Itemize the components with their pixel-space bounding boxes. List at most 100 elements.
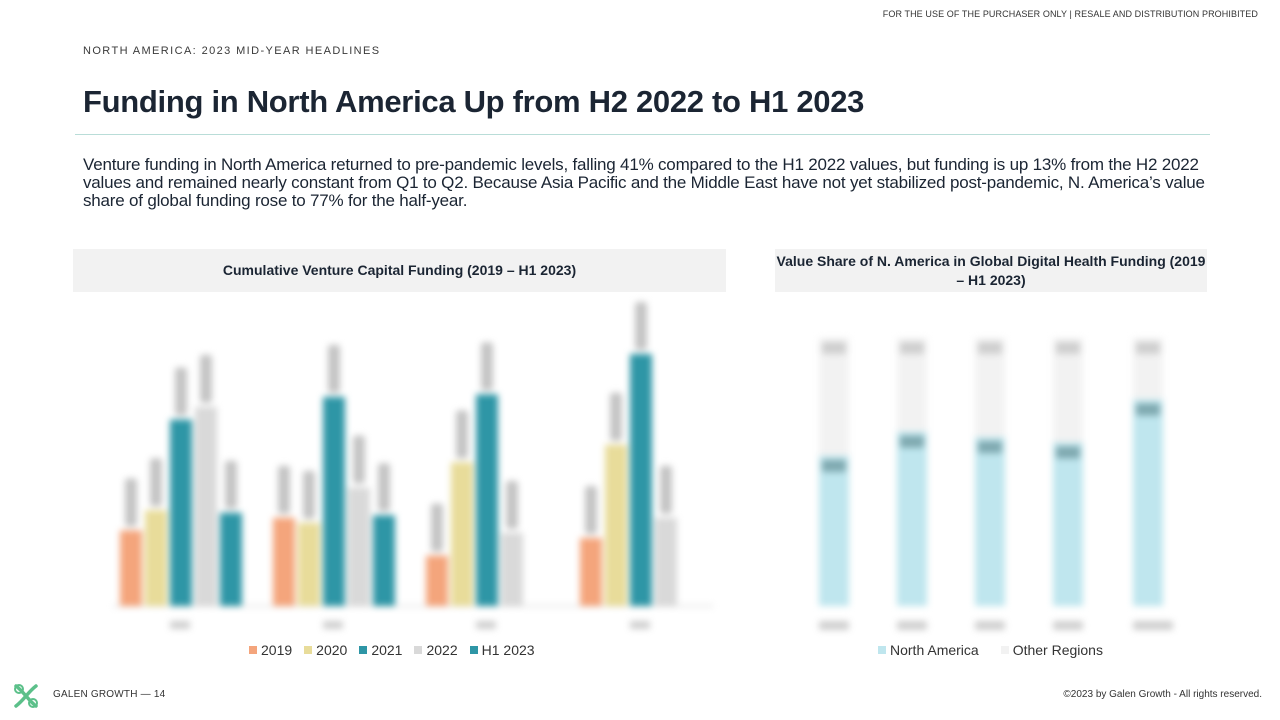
bar-other-regions-4 xyxy=(1053,338,1083,443)
legend-item-2020: 2020 xyxy=(304,642,347,658)
legend-swatch-2022 xyxy=(414,646,423,654)
legend-swatch-2020 xyxy=(304,646,313,654)
data-label-blurred xyxy=(660,465,672,514)
bar-other-regions-1 xyxy=(819,338,849,456)
legend-swatch-2021 xyxy=(359,646,368,654)
data-label-blurred xyxy=(278,465,290,514)
left-chart-legend: 2019 2020 2021 2022 H1 2023 xyxy=(249,642,547,658)
data-label-blurred xyxy=(610,392,622,441)
na-share-label-blurred xyxy=(978,441,1002,454)
bar-north-america-5 xyxy=(1133,399,1163,606)
legend-label-other-regions: Other Regions xyxy=(1012,642,1103,658)
x-tick-label-blurred xyxy=(975,621,1005,630)
bar-2020-group-2 xyxy=(298,522,320,606)
x-tick-label-blurred xyxy=(897,621,927,630)
data-label-blurred xyxy=(328,344,340,393)
footer-page-number: 14 xyxy=(153,689,166,700)
other-share-label-blurred xyxy=(978,342,1002,354)
na-share-label-blurred xyxy=(1136,403,1160,416)
cumulative-funding-chart xyxy=(113,302,713,629)
data-label-blurred xyxy=(431,503,443,552)
legend-label-h1-2023: H1 2023 xyxy=(481,642,535,658)
bar-2019-group-2 xyxy=(273,517,295,606)
intro-paragraph: Venture funding in North America returne… xyxy=(83,155,1205,210)
title-divider xyxy=(75,134,1210,135)
bar-h1-2023-group-1 xyxy=(220,512,242,606)
legend-item-2019: 2019 xyxy=(249,642,292,658)
x-tick-label-blurred xyxy=(476,621,496,629)
na-share-label-blurred xyxy=(900,435,924,448)
legend-swatch-north-america xyxy=(878,646,886,654)
other-share-label-blurred xyxy=(1136,342,1160,354)
data-label-blurred xyxy=(481,342,493,391)
legend-swatch-h1-2023 xyxy=(469,646,478,654)
bar-north-america-2 xyxy=(897,431,927,606)
legend-label-2022: 2022 xyxy=(426,642,458,658)
data-label-blurred xyxy=(200,354,212,403)
bar-2021-group-3 xyxy=(476,394,498,606)
left-chart-plot xyxy=(113,302,713,629)
x-tick-label-blurred xyxy=(630,621,650,629)
footer-copyright: ©2023 by Galen Growth - All rights reser… xyxy=(1063,689,1262,700)
data-label-blurred xyxy=(378,463,390,512)
value-share-chart xyxy=(819,338,1173,630)
legend-item-h1-2023: H1 2023 xyxy=(469,642,535,658)
legend-item-2022: 2022 xyxy=(414,642,458,658)
right-chart-header: Value Share of N. America in Global Digi… xyxy=(775,249,1207,292)
bar-2022-group-2 xyxy=(348,487,370,606)
legend-label-2021: 2021 xyxy=(371,642,403,658)
bar-2019-group-3 xyxy=(426,555,448,606)
legend-swatch-2019 xyxy=(249,646,257,654)
x-tick-label-blurred xyxy=(323,621,343,629)
data-label-blurred xyxy=(125,478,137,527)
bar-north-america-4 xyxy=(1053,442,1083,606)
right-chart-legend: North America Other Regions xyxy=(878,642,1125,658)
bar-2021-group-1 xyxy=(170,419,192,606)
x-tick-label-blurred xyxy=(819,621,849,630)
legend-label-2020: 2020 xyxy=(316,642,348,658)
data-label-blurred xyxy=(353,435,365,484)
legend-item-2021: 2021 xyxy=(359,642,402,658)
footer-dash: — xyxy=(140,689,151,700)
galen-growth-logo-icon xyxy=(14,684,38,708)
page-title: Funding in North America Up from H2 2022… xyxy=(83,84,865,119)
data-label-blurred xyxy=(175,367,187,416)
bar-2019-group-1 xyxy=(120,530,142,606)
data-label-blurred xyxy=(456,410,468,459)
other-share-label-blurred xyxy=(1056,342,1080,354)
bar-other-regions-3 xyxy=(975,338,1005,438)
data-label-blurred xyxy=(506,480,518,529)
bar-2022-group-3 xyxy=(501,532,523,606)
bar-2021-group-2 xyxy=(323,396,345,606)
bar-2022-group-1 xyxy=(195,406,217,606)
other-share-label-blurred xyxy=(822,342,846,354)
data-label-blurred xyxy=(303,470,315,519)
section-kicker: NORTH AMERICA: 2023 MID-YEAR HEADLINES xyxy=(83,45,381,57)
na-share-label-blurred xyxy=(822,459,846,472)
legend-item-other-regions: Other Regions xyxy=(1000,642,1103,658)
footer-brand-name: GALEN GROWTH xyxy=(53,689,138,700)
na-share-label-blurred xyxy=(1056,446,1080,459)
right-chart-plot xyxy=(819,338,1173,630)
x-tick-label-blurred xyxy=(170,621,190,629)
data-label-blurred xyxy=(585,485,597,534)
left-chart-header: Cumulative Venture Capital Funding (2019… xyxy=(73,249,726,292)
bar-2019-group-4 xyxy=(580,537,602,606)
x-tick-label-blurred xyxy=(1133,621,1173,630)
bar-2022-group-4 xyxy=(655,517,677,606)
bar-2020-group-3 xyxy=(451,462,473,606)
bar-north-america-1 xyxy=(819,455,849,606)
bar-h1-2023-group-2 xyxy=(373,515,395,606)
legend-label-north-america: North America xyxy=(890,642,979,658)
bar-north-america-3 xyxy=(975,437,1005,606)
data-label-blurred xyxy=(150,458,162,507)
left-chart-title: Cumulative Venture Capital Funding (2019… xyxy=(222,262,577,278)
other-share-label-blurred xyxy=(900,342,924,354)
bar-2020-group-1 xyxy=(145,510,167,606)
legend-swatch-other-regions xyxy=(1000,646,1009,654)
x-tick-label-blurred xyxy=(1053,621,1083,630)
footer-brand: GALEN GROWTH — 14 xyxy=(53,689,165,700)
legend-label-2019: 2019 xyxy=(261,642,293,658)
bar-2021-group-4 xyxy=(630,354,652,606)
disclaimer: FOR THE USE OF THE PURCHASER ONLY | RESA… xyxy=(882,9,1258,19)
